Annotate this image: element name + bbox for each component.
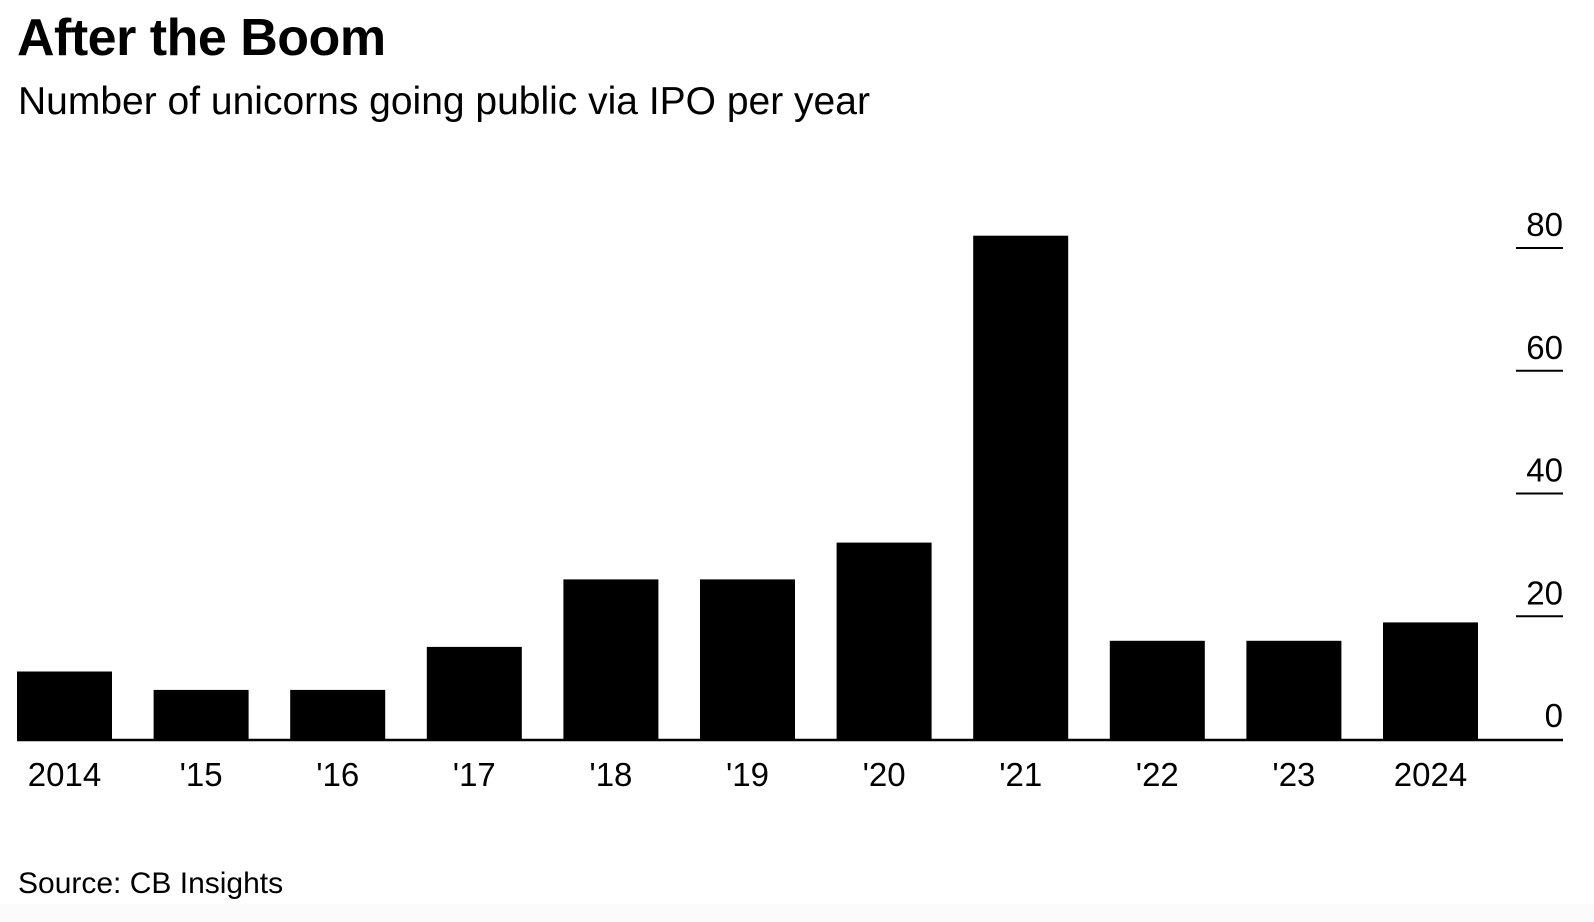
x-tick-label: '20 xyxy=(863,756,906,793)
chart-title: After the Boom xyxy=(17,9,386,67)
x-tick-label: '16 xyxy=(316,756,359,793)
x-tick-label: 2014 xyxy=(28,756,101,793)
y-tick-label: 40 xyxy=(1526,452,1563,489)
bar-20 xyxy=(836,542,932,739)
bar-2014 xyxy=(17,671,112,739)
bar-15 xyxy=(153,689,249,739)
bar-23 xyxy=(1246,640,1342,739)
x-axis: 2014 '15 '16 '17 '18 '19 '20 '21 '22 '23 2024 xyxy=(28,756,1467,793)
y-tick-label: 20 xyxy=(1526,574,1563,611)
y-tick-label: 60 xyxy=(1526,329,1563,366)
x-tick-label: '23 xyxy=(1272,756,1315,793)
bars-group xyxy=(17,235,1478,739)
bar-19 xyxy=(700,579,795,739)
bar-16 xyxy=(290,689,386,739)
bar-22 xyxy=(1109,640,1205,739)
chart-subtitle: Number of unicorns going public via IPO … xyxy=(18,80,870,123)
x-tick-label: '21 xyxy=(999,756,1042,793)
y-tick-label: 0 xyxy=(1545,697,1563,734)
bar-18 xyxy=(563,579,659,739)
footer-strip xyxy=(0,904,1594,922)
x-tick-label: '15 xyxy=(180,756,223,793)
bar-21 xyxy=(973,235,1069,739)
x-tick-label: 2024 xyxy=(1394,756,1467,793)
bar-17 xyxy=(426,646,522,739)
bar-2024 xyxy=(1383,622,1478,739)
x-tick-label: '17 xyxy=(453,756,496,793)
y-axis: 0 20 40 60 80 xyxy=(1516,206,1563,734)
y-tick-label: 80 xyxy=(1526,206,1563,243)
source-note: Source: CB Insights xyxy=(18,867,284,900)
x-tick-label: '22 xyxy=(1136,756,1179,793)
x-tick-label: '19 xyxy=(726,756,769,793)
x-tick-label: '18 xyxy=(589,756,632,793)
